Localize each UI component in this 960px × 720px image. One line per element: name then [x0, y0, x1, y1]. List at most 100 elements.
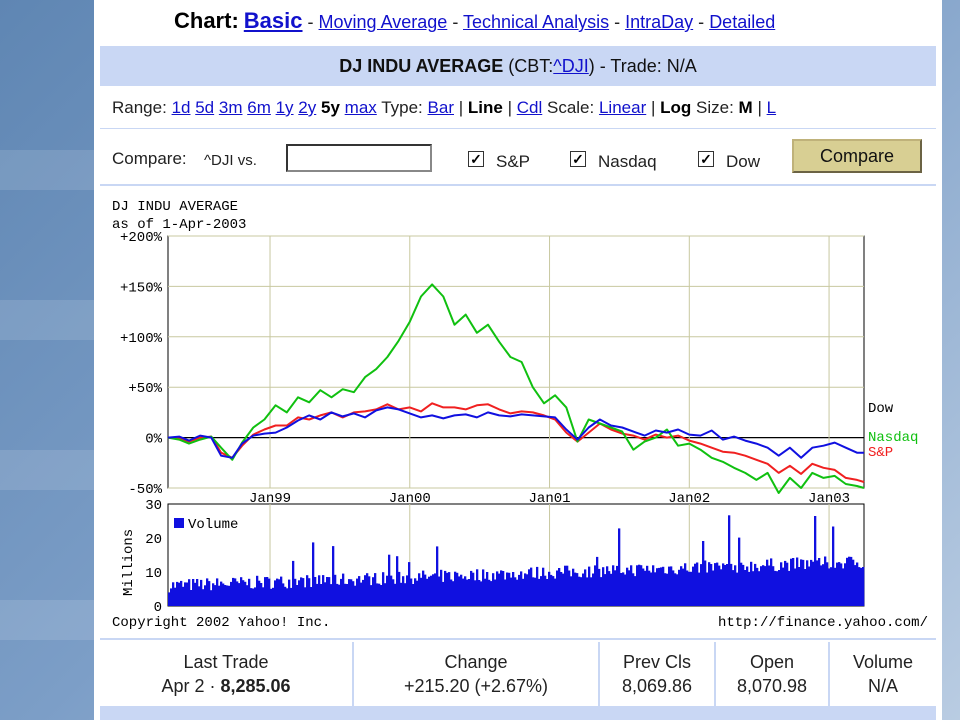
volume-bar	[240, 577, 243, 606]
stat-title: Change	[444, 652, 508, 672]
volume-bar	[366, 573, 369, 606]
volume-bar	[610, 573, 613, 606]
volume-bar	[538, 578, 541, 606]
scale-linear[interactable]: Linear	[598, 98, 647, 117]
scale-log-selected: Log	[660, 98, 692, 117]
nav-link-detailed[interactable]: Detailed	[709, 12, 776, 32]
range-max[interactable]: max	[344, 98, 377, 117]
type-label: Type:	[381, 98, 423, 117]
volume-bar	[524, 573, 527, 606]
volume-bar	[456, 572, 459, 606]
volume-bar	[290, 587, 293, 606]
chart-page: Chart: Basic - Moving Average - Technica…	[94, 0, 942, 720]
volume-bar	[274, 580, 277, 606]
volume-bar	[230, 581, 233, 606]
range-1d[interactable]: 1d	[171, 98, 191, 117]
volume-bar	[830, 567, 833, 606]
volume-bar	[656, 568, 659, 606]
volume-bar	[618, 528, 621, 606]
volume-bar	[418, 573, 421, 606]
volume-bar	[714, 563, 717, 606]
symbol-link[interactable]: ^DJI	[553, 56, 589, 76]
volume-bar	[840, 563, 843, 606]
range-3m[interactable]: 3m	[218, 98, 243, 117]
range-1y[interactable]: 1y	[275, 98, 294, 117]
price-y-tick-label: +200%	[120, 230, 163, 246]
volume-bar	[620, 573, 623, 606]
volume-bar	[390, 575, 393, 606]
volume-bar	[762, 565, 765, 606]
volume-bar	[320, 584, 323, 606]
volume-bar	[592, 573, 595, 606]
volume-bar	[730, 563, 733, 606]
volume-bar	[226, 585, 229, 606]
volume-bar	[380, 585, 383, 606]
volume-bar	[328, 577, 331, 606]
volume-bar	[294, 578, 297, 606]
volume-bar	[358, 576, 361, 606]
checkbox-sp[interactable]: ✓	[468, 151, 484, 167]
volume-bar	[442, 581, 445, 606]
checkbox-dow[interactable]: ✓	[698, 151, 714, 167]
volume-bar	[672, 570, 675, 606]
volume-bar	[448, 572, 451, 606]
nav-separator: -	[698, 12, 705, 32]
source-url[interactable]: http://finance.yahoo.com/	[718, 615, 928, 631]
volume-bar	[646, 565, 649, 606]
range-6m[interactable]: 6m	[247, 98, 271, 117]
volume-bar	[586, 577, 589, 606]
size-l[interactable]: L	[766, 98, 777, 117]
volume-bar	[612, 565, 615, 606]
volume-bar	[254, 587, 257, 606]
checkbox-nasdaq[interactable]: ✓	[570, 151, 586, 167]
volume-bar	[688, 571, 691, 606]
volume-bar	[818, 558, 821, 606]
volume-bar	[824, 556, 827, 606]
volume-bar	[558, 568, 561, 606]
type-cdl[interactable]: Cdl	[516, 98, 543, 117]
volume-bar	[814, 516, 817, 606]
volume-bar	[810, 559, 813, 606]
volume-bar	[490, 581, 493, 606]
volume-axis-label: Millions	[121, 529, 137, 596]
copyright-text: Copyright 2002 Yahoo! Inc.	[112, 615, 330, 631]
volume-bar	[288, 579, 291, 606]
volume-bar	[852, 559, 855, 606]
chart-header-name: DJ INDU AVERAGE	[112, 199, 238, 215]
volume-bar	[176, 581, 179, 606]
stat-value: 8,070.98	[736, 676, 808, 696]
price-y-tick-label: +150%	[120, 280, 163, 296]
volume-bar	[306, 575, 309, 606]
volume-bar	[652, 565, 655, 606]
volume-bar	[634, 576, 637, 606]
nav-separator: -	[307, 12, 314, 32]
compare-symbol-input[interactable]	[286, 144, 432, 172]
volume-bar	[450, 579, 453, 606]
volume-bar	[228, 585, 231, 606]
volume-bar	[696, 562, 699, 606]
range-2y[interactable]: 2y	[298, 98, 317, 117]
volume-bar	[508, 572, 511, 606]
nav-link-intraday[interactable]: IntraDay	[625, 12, 694, 32]
range-controls: Range: 1d 5d 3m 6m 1y 2y 5y max Type: Ba…	[100, 88, 936, 129]
volume-bar	[510, 577, 513, 606]
compare-button[interactable]: Compare	[792, 139, 922, 173]
volume-bar	[738, 537, 741, 606]
stat-value: N/A	[867, 676, 898, 696]
volume-bar	[628, 570, 631, 606]
volume-bar	[552, 576, 555, 606]
type-bar[interactable]: Bar	[427, 98, 454, 117]
volume-bar	[352, 581, 355, 606]
range-5d[interactable]: 5d	[195, 98, 215, 117]
volume-bar	[430, 575, 433, 606]
nav-link-moving-average[interactable]: Moving Average	[318, 12, 448, 32]
volume-bar	[726, 564, 729, 606]
stat-title: Volume	[852, 652, 914, 672]
stat-title: Open	[749, 652, 795, 672]
volume-bar	[748, 571, 751, 606]
volume-bar	[848, 556, 851, 606]
nav-link-technical-analysis[interactable]: Technical Analysis	[463, 12, 610, 32]
nav-current-basic[interactable]: Basic	[243, 8, 303, 33]
chart-header-date: as of 1-Apr-2003	[112, 217, 246, 233]
volume-bar	[820, 565, 823, 606]
